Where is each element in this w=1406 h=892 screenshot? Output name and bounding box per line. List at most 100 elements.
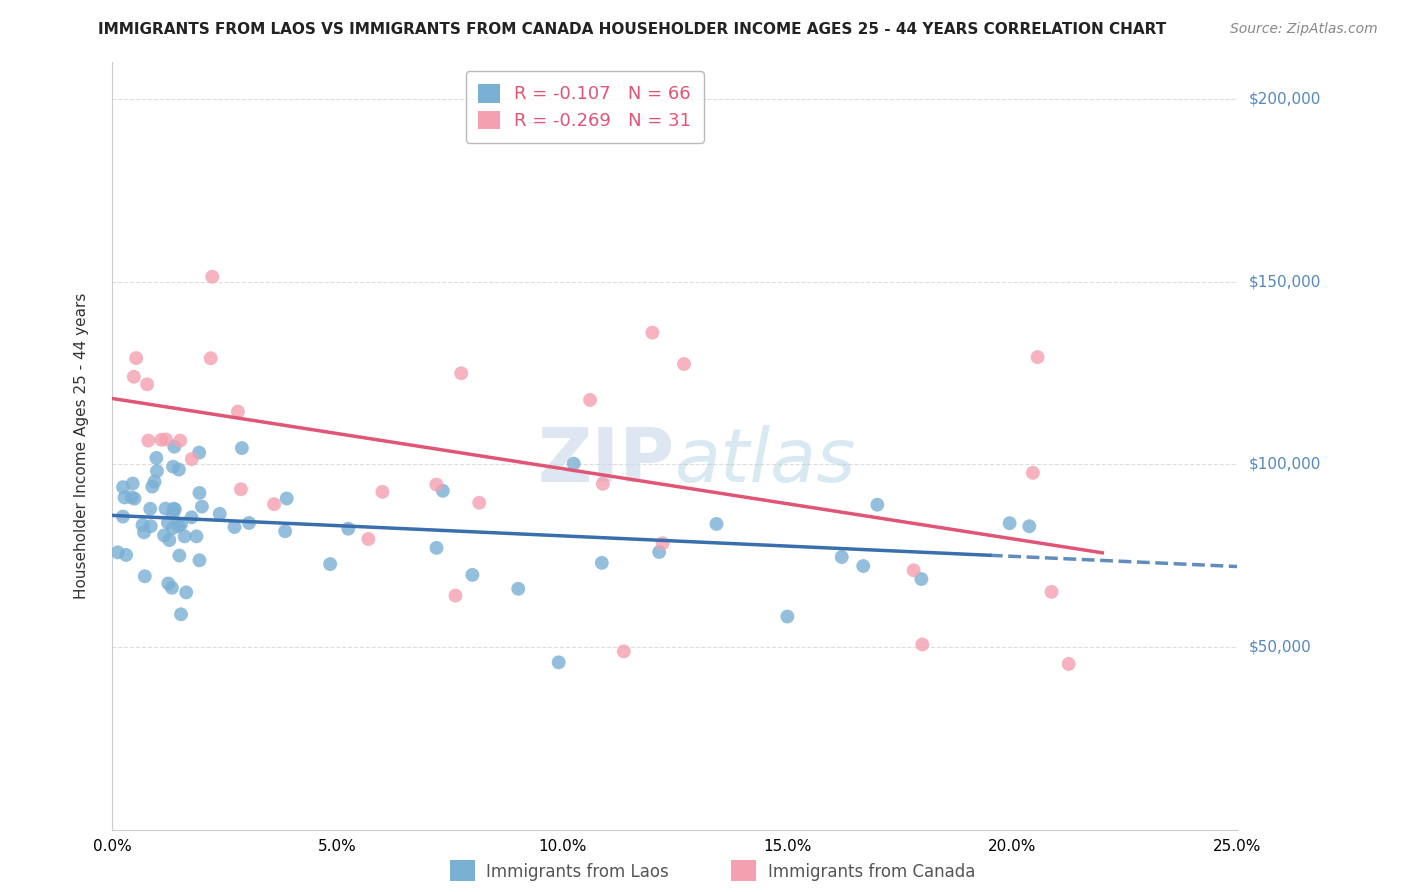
Point	[143, 475, 166, 489]
Point	[672, 357, 695, 371]
Point	[153, 528, 176, 542]
Point	[224, 520, 246, 534]
Point	[173, 529, 195, 543]
Point	[1022, 466, 1045, 480]
Point	[903, 563, 925, 577]
Point	[911, 637, 934, 651]
Point	[508, 582, 530, 596]
Point	[425, 477, 447, 491]
Point	[186, 529, 208, 543]
Text: $50,000: $50,000	[1249, 640, 1312, 655]
Point	[831, 549, 853, 564]
Point	[263, 497, 285, 511]
Point	[337, 522, 360, 536]
Point	[1057, 657, 1080, 671]
Point	[170, 607, 193, 622]
Point	[852, 559, 875, 574]
Point	[146, 464, 169, 478]
Text: $150,000: $150,000	[1249, 274, 1320, 289]
Point	[648, 545, 671, 559]
Point	[169, 434, 191, 448]
Point	[562, 457, 585, 471]
Point	[112, 480, 135, 494]
Point	[188, 553, 211, 567]
Text: $100,000: $100,000	[1249, 457, 1320, 472]
Point	[371, 484, 394, 499]
Point	[547, 656, 569, 670]
Point	[167, 462, 190, 476]
Point	[579, 392, 602, 407]
Point	[651, 536, 673, 550]
Point	[115, 548, 138, 562]
Point	[162, 521, 184, 535]
Point	[357, 532, 380, 546]
Point	[180, 452, 202, 467]
Point	[131, 518, 153, 533]
Point	[319, 557, 342, 571]
Point	[155, 501, 177, 516]
Point	[226, 404, 249, 418]
Point	[121, 491, 143, 505]
Point	[162, 507, 184, 521]
Point	[641, 326, 664, 340]
Point	[776, 609, 799, 624]
Point	[125, 351, 148, 365]
Point	[150, 433, 173, 447]
Point	[200, 351, 222, 366]
Point	[160, 581, 183, 595]
Point	[157, 533, 180, 548]
Point	[167, 519, 190, 533]
Text: $200,000: $200,000	[1249, 92, 1320, 106]
Point	[139, 501, 162, 516]
Point	[444, 589, 467, 603]
Point	[170, 517, 193, 532]
Legend: R = -0.107   N = 66, R = -0.269   N = 31: R = -0.107 N = 66, R = -0.269 N = 31	[465, 71, 704, 143]
Point	[163, 501, 186, 516]
Y-axis label: Householder Income Ages 25 - 44 years: Householder Income Ages 25 - 44 years	[75, 293, 89, 599]
Point	[231, 441, 253, 455]
Point	[188, 445, 211, 459]
Point	[201, 269, 224, 284]
Point	[155, 433, 177, 447]
Point	[866, 498, 889, 512]
Point	[163, 440, 186, 454]
Text: atlas: atlas	[675, 425, 856, 498]
Point	[111, 509, 134, 524]
Text: Source: ZipAtlas.com: Source: ZipAtlas.com	[1230, 22, 1378, 37]
Point	[107, 545, 129, 559]
Point	[208, 507, 231, 521]
Point	[468, 496, 491, 510]
Point	[276, 491, 298, 506]
Point	[450, 366, 472, 380]
Point	[461, 568, 484, 582]
Point	[156, 516, 179, 530]
Point	[191, 500, 214, 514]
Point	[162, 459, 184, 474]
Point	[157, 576, 180, 591]
Point	[136, 377, 159, 392]
Point	[141, 480, 163, 494]
Text: ZIP: ZIP	[537, 425, 675, 498]
Point	[1026, 350, 1049, 364]
Point	[124, 491, 146, 506]
Point	[134, 569, 156, 583]
Point	[145, 450, 167, 465]
Point	[425, 541, 447, 555]
Text: Immigrants from Laos: Immigrants from Laos	[486, 863, 669, 880]
Point	[1018, 519, 1040, 533]
Point	[114, 491, 136, 505]
Point	[169, 549, 191, 563]
Point	[229, 482, 252, 496]
Point	[998, 516, 1021, 531]
Point	[180, 510, 202, 524]
Point	[121, 476, 143, 491]
Point	[613, 644, 636, 658]
Text: IMMIGRANTS FROM LAOS VS IMMIGRANTS FROM CANADA HOUSEHOLDER INCOME AGES 25 - 44 Y: IMMIGRANTS FROM LAOS VS IMMIGRANTS FROM …	[98, 22, 1167, 37]
Point	[139, 519, 162, 533]
Point	[706, 516, 728, 531]
Point	[174, 585, 197, 599]
Point	[274, 524, 297, 539]
Point	[163, 502, 186, 516]
Point	[592, 476, 614, 491]
Point	[122, 369, 145, 384]
